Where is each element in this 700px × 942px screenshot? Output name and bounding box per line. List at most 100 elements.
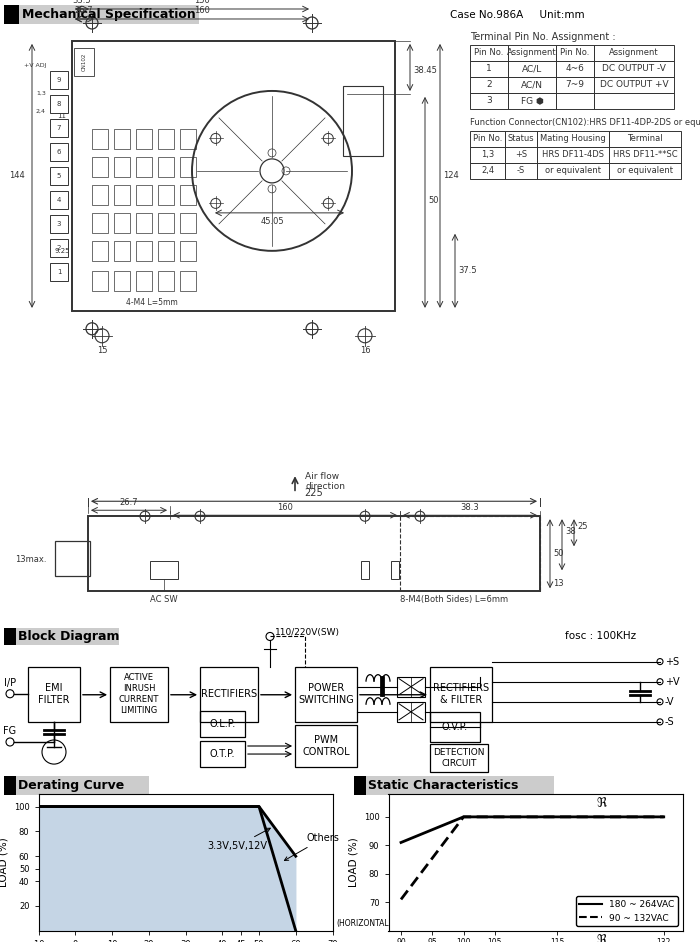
Bar xyxy=(508,61,556,77)
Text: 115
230: 115 230 xyxy=(550,938,565,942)
Text: FG ⬢: FG ⬢ xyxy=(521,96,543,106)
Text: 144: 144 xyxy=(9,171,25,180)
Bar xyxy=(594,61,674,77)
Text: 1,3: 1,3 xyxy=(36,90,46,95)
Text: 225: 225 xyxy=(304,488,323,498)
Bar xyxy=(180,185,196,204)
Text: 3: 3 xyxy=(57,220,62,227)
Bar xyxy=(158,241,174,261)
Text: O.L.P.: O.L.P. xyxy=(209,719,236,729)
Text: Function Connector(CN102):HRS DF11-4DP-2DS or equivalent: Function Connector(CN102):HRS DF11-4DP-2… xyxy=(470,119,700,127)
Bar xyxy=(397,676,425,697)
Text: 16: 16 xyxy=(360,347,370,355)
Bar xyxy=(28,667,80,722)
Bar xyxy=(200,741,245,767)
Text: RECTIFIERS: RECTIFIERS xyxy=(201,690,257,699)
Bar xyxy=(92,213,108,233)
Bar xyxy=(391,561,399,579)
Text: 100
200: 100 200 xyxy=(456,938,471,942)
Bar xyxy=(180,157,196,177)
Bar xyxy=(92,185,108,204)
Bar xyxy=(505,131,537,147)
Text: -S: -S xyxy=(517,167,525,175)
Text: 5: 5 xyxy=(57,173,61,179)
Text: Assignment: Assignment xyxy=(508,48,556,57)
Bar xyxy=(136,157,152,177)
Text: HRS DF11-**SC: HRS DF11-**SC xyxy=(612,151,678,159)
Bar xyxy=(4,628,16,644)
Text: 50: 50 xyxy=(553,549,564,559)
Text: 11: 11 xyxy=(57,113,66,119)
Bar xyxy=(92,157,108,177)
Bar xyxy=(136,271,152,291)
Bar xyxy=(430,744,488,772)
Text: Others: Others xyxy=(284,834,340,860)
Bar xyxy=(180,129,196,149)
Text: 26.7: 26.7 xyxy=(75,6,93,15)
Text: Status: Status xyxy=(508,135,534,143)
Text: 150: 150 xyxy=(194,0,210,5)
Bar xyxy=(537,147,609,163)
Bar xyxy=(136,129,152,149)
Text: 3: 3 xyxy=(486,96,492,106)
Bar xyxy=(180,213,196,233)
Bar xyxy=(470,93,508,109)
Bar xyxy=(74,48,94,76)
Bar xyxy=(4,5,19,24)
Text: I/P: I/P xyxy=(4,677,16,688)
Text: 1: 1 xyxy=(57,268,62,275)
Text: Pin No.: Pin No. xyxy=(473,135,502,143)
Bar xyxy=(295,725,357,767)
Bar xyxy=(505,163,537,179)
Text: +S: +S xyxy=(665,657,679,667)
Text: 37.5: 37.5 xyxy=(458,267,477,275)
Bar xyxy=(50,167,68,185)
Text: PWM
CONTROL: PWM CONTROL xyxy=(302,735,350,757)
Bar xyxy=(180,241,196,261)
Text: ACTIVE
INRUSH
CURRENT
LIMITING: ACTIVE INRUSH CURRENT LIMITING xyxy=(119,674,159,715)
Text: Pin No.: Pin No. xyxy=(560,48,589,57)
Text: 13max.: 13max. xyxy=(15,555,46,563)
Text: 9.25: 9.25 xyxy=(55,248,70,253)
Bar xyxy=(343,86,383,156)
Text: DETECTION
CIRCUIT: DETECTION CIRCUIT xyxy=(433,748,484,768)
Bar xyxy=(470,45,508,61)
Text: ℜ: ℜ xyxy=(596,934,606,942)
Text: O.T.P.: O.T.P. xyxy=(210,749,235,759)
Bar xyxy=(158,185,174,204)
Text: 160: 160 xyxy=(277,503,293,512)
Bar xyxy=(158,157,174,177)
Text: 160: 160 xyxy=(194,6,210,15)
Text: 9: 9 xyxy=(57,77,62,83)
Bar xyxy=(55,542,90,577)
Bar xyxy=(4,5,199,24)
Text: 33.5: 33.5 xyxy=(73,0,91,5)
Text: FG: FG xyxy=(4,726,17,736)
Text: 13: 13 xyxy=(553,578,564,588)
Bar xyxy=(4,776,149,795)
Text: 15: 15 xyxy=(97,347,107,355)
Bar xyxy=(508,93,556,109)
Bar xyxy=(200,711,245,737)
Text: 6: 6 xyxy=(57,149,62,154)
Text: O.V.P.: O.V.P. xyxy=(442,722,468,732)
Text: 7~9: 7~9 xyxy=(566,80,584,89)
Text: AC/L: AC/L xyxy=(522,64,542,73)
Bar xyxy=(594,93,674,109)
Bar xyxy=(114,213,130,233)
Text: Terminal Pin No. Assignment :: Terminal Pin No. Assignment : xyxy=(470,32,615,42)
Bar xyxy=(158,213,174,233)
Text: 2,4: 2,4 xyxy=(481,167,494,175)
Bar xyxy=(470,77,508,93)
Bar xyxy=(136,241,152,261)
Text: 8-M4(Both Sides) L=6mm: 8-M4(Both Sides) L=6mm xyxy=(400,594,508,604)
Bar xyxy=(158,271,174,291)
Text: 4~6: 4~6 xyxy=(566,64,584,73)
Text: EMI
FILTER: EMI FILTER xyxy=(38,683,70,706)
Bar xyxy=(114,241,130,261)
Bar xyxy=(88,516,540,592)
Bar xyxy=(92,129,108,149)
Bar xyxy=(158,129,174,149)
Bar xyxy=(50,215,68,233)
Text: 1,3: 1,3 xyxy=(481,151,494,159)
